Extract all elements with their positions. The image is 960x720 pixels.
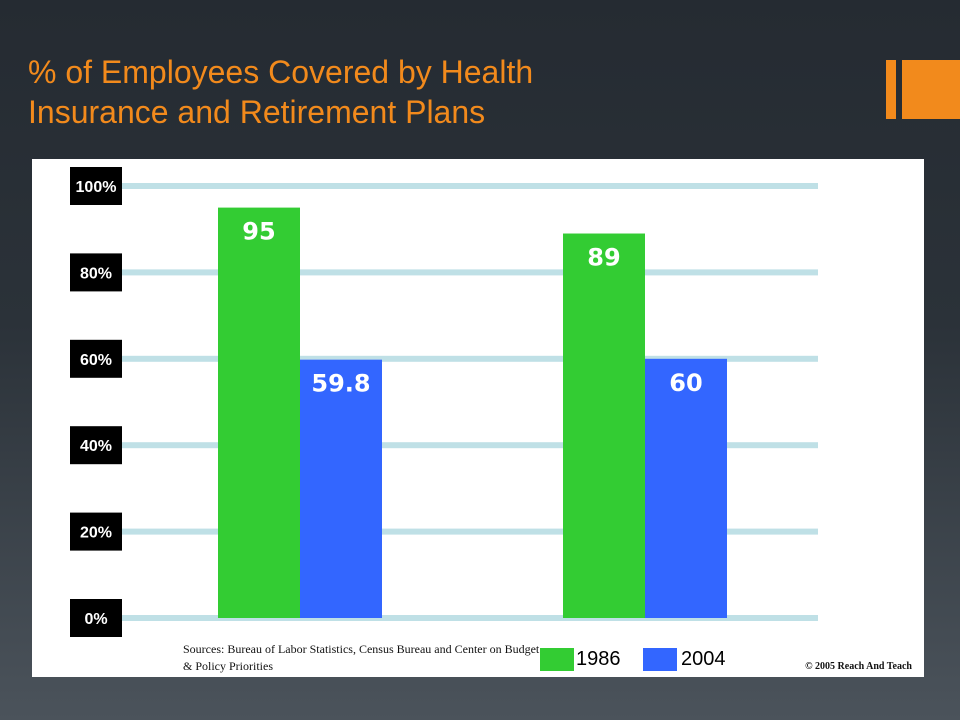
legend-swatch-2004 — [643, 648, 677, 671]
chart-panel: 0% 20% 40% 60% 80% 100% 95 89 59.8 60 Sources: Bu… — [32, 159, 924, 677]
bar-value-label: 59.8 — [311, 370, 370, 398]
legend-label-2004: 2004 — [681, 648, 726, 670]
sources-note: Sources: Bureau of Labor Statistics, Cen… — [183, 642, 540, 673]
bar-2004 — [300, 359, 382, 618]
legend-swatch-1986 — [540, 648, 574, 671]
y-tick-label: 80% — [80, 265, 112, 282]
gridline — [122, 355, 818, 362]
y-tick-label: 40% — [80, 438, 112, 455]
slide-title: % of Employees Covered by Health Insuran… — [28, 52, 828, 132]
gridline — [122, 269, 818, 276]
gridline — [122, 615, 818, 621]
copyright-note: © 2005 Reach And Teach — [805, 661, 912, 672]
y-tick-label: 0% — [84, 611, 107, 628]
bar-chart: 0% 20% 40% 60% 80% 100% 95 89 59.8 60 — [70, 167, 818, 637]
bar-value-label: 60 — [669, 369, 702, 397]
y-tick-box — [70, 426, 122, 465]
bar-value-label: 95 — [242, 218, 275, 246]
legend-label-1986: 1986 — [576, 648, 621, 670]
gridline — [122, 183, 818, 189]
y-tick-box — [70, 167, 122, 205]
y-tick-label: 100% — [76, 179, 117, 196]
bar-1986 — [563, 233, 645, 618]
slide-title-line-1: % of Employees Covered by Health — [28, 54, 534, 90]
accent-bar-thin — [886, 60, 896, 119]
y-tick-box — [70, 512, 122, 551]
bar-1986 — [218, 207, 300, 618]
gridline — [122, 442, 818, 449]
bar-value-label: 89 — [587, 244, 620, 272]
y-tick-box — [70, 599, 122, 637]
y-tick-box — [70, 253, 122, 292]
y-tick-label: 20% — [80, 525, 112, 542]
accent-bar-wide — [902, 60, 960, 119]
slide-title-line-2: Insurance and Retirement Plans — [28, 94, 486, 130]
gridline — [122, 528, 818, 535]
bar-2004 — [645, 358, 727, 618]
y-tick-box — [70, 339, 122, 378]
y-tick-label: 60% — [80, 352, 112, 369]
